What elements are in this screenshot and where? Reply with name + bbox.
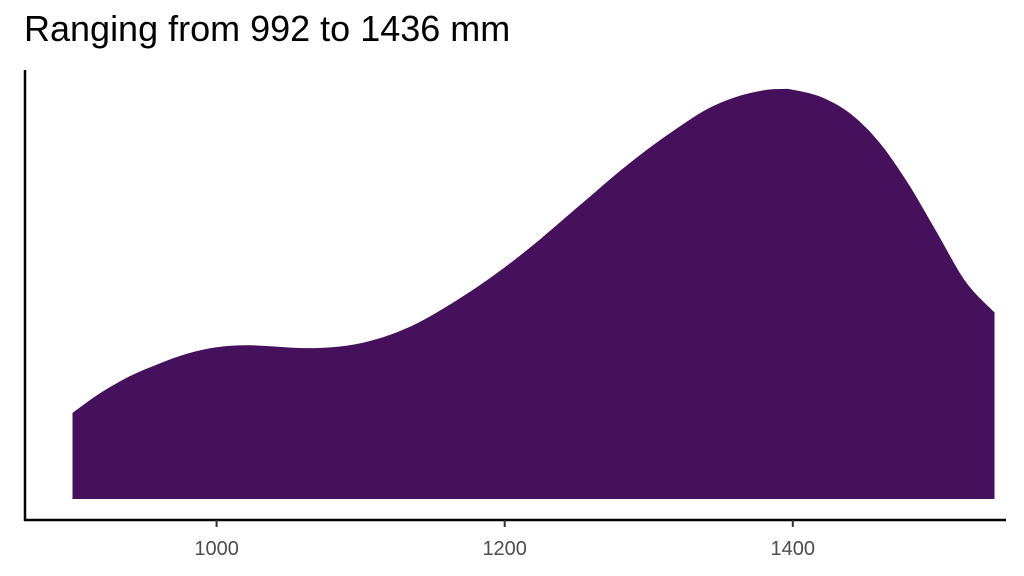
x-axis-ticks: 1000 1200 1400 — [194, 520, 815, 560]
x-tick-label-1: 1200 — [482, 538, 527, 560]
density-area-0 — [72, 88, 995, 500]
x-tick-label-0: 1000 — [194, 538, 239, 560]
x-tick-label-2: 1400 — [771, 538, 816, 560]
chart-title: Ranging from 992 to 1436 mm — [24, 8, 511, 49]
plot-area — [72, 88, 995, 500]
